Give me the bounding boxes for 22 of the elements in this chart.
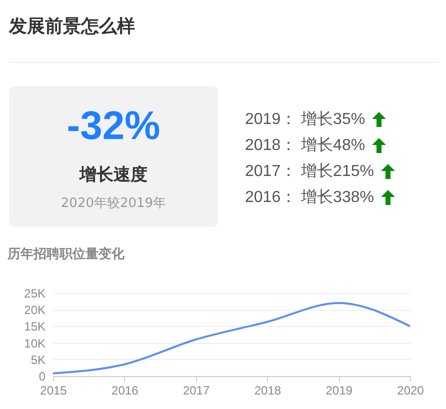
y-tick-label: 5K	[30, 352, 46, 367]
text: 发展前景怎么样	[9, 15, 135, 38]
text: 2017： 增长215%	[245, 162, 374, 182]
y-tick-label: 25K	[24, 286, 46, 300]
text: -32%	[66, 104, 162, 149]
text: 增长速度	[78, 164, 148, 186]
x-tick-label: 2015	[40, 384, 68, 398]
chart-title: 历年招聘职位量变化	[6, 246, 126, 262]
text: 2019： 增长35%	[245, 110, 366, 130]
x-tick-label: 2018	[254, 384, 282, 398]
line-series	[52, 302, 411, 374]
x-tick-label: 2017	[182, 384, 210, 398]
x-tick-label: 2016	[112, 384, 139, 398]
x-tick-label: 2019	[326, 384, 353, 398]
y-tick-label: 10K	[24, 336, 46, 350]
text: 2020年较2019年	[60, 195, 168, 212]
y-tick-label: 20K	[24, 303, 46, 318]
x-tick-label: 2020	[397, 384, 424, 398]
y-tick-label: 15K	[24, 320, 46, 334]
text: 2016： 增长338%	[245, 188, 374, 208]
y-tick-label: 0	[38, 370, 46, 384]
text: 2018： 增长48%	[245, 136, 366, 156]
